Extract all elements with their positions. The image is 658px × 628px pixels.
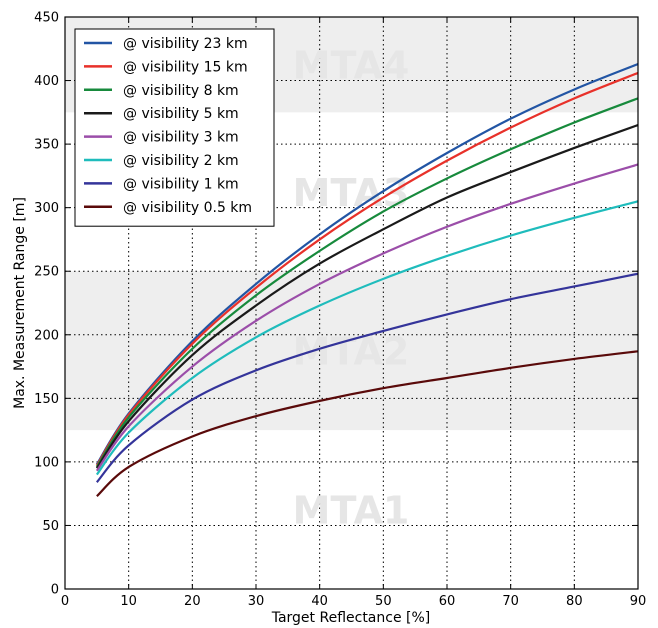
legend-label-0: @ visibility 23 km [123,36,248,52]
series-line-5 [95,200,639,476]
legend-label-2: @ visibility 8 km [123,83,239,99]
plot-frame [64,16,639,590]
y-tick-label: 250 [34,265,59,280]
y-tick-label: 450 [34,11,59,26]
x-axis-label: Target Reflectance [%] [271,610,431,626]
series-line-7 [96,350,639,498]
y-tick-label: 50 [42,519,59,534]
axis-ticks: 0 10 20 30 40 50 60 70 80 90 0 50 100 150 200 250 300 350… [34,11,646,610]
series-line-3 [95,124,639,469]
legend: @ visibility 23 km @ visibility 15 km @ vi… [74,28,275,227]
x-tick-label: 60 [439,594,456,609]
x-tick-label: 40 [311,594,328,609]
y-tick-label: 400 [34,74,59,89]
series-line-4 [95,163,639,472]
x-tick-label: 0 [61,594,69,609]
y-axis-label: Max. Measurement Range [m] [12,197,28,409]
legend-label-1: @ visibility 15 km [123,59,248,75]
legend-box [74,28,275,227]
x-tick-label: 20 [184,594,201,609]
x-tick-label: 30 [248,594,265,609]
x-tick-label: 50 [375,594,392,609]
y-tick-label: 150 [34,392,59,407]
x-tick-label: 80 [566,594,583,609]
y-tick-label: 300 [34,201,59,216]
legend-label-4: @ visibility 3 km [123,130,239,146]
x-tick-label: 90 [630,594,647,609]
series-line-6 [95,272,639,483]
y-tick-label: 100 [34,455,59,470]
series-lines [95,63,639,498]
y-tick-label: 200 [34,328,59,343]
x-tick-label: 10 [120,594,137,609]
y-tick-label: 0 [51,583,59,598]
band-label-mta1: MTA1 [293,489,410,533]
legend-label-3: @ visibility 5 km [123,106,239,122]
series-line-2 [95,97,639,468]
legend-label-7: @ visibility 0.5 km [123,200,252,216]
y-tick-label: 350 [34,138,59,153]
series-line-1 [95,71,639,467]
series-line-0 [95,63,639,466]
legend-label-6: @ visibility 1 km [123,176,239,192]
band-label-mta4: MTA4 [293,44,410,88]
legend-label-5: @ visibility 2 km [123,153,239,169]
x-tick-label: 70 [502,594,519,609]
axes-frame [64,16,639,590]
